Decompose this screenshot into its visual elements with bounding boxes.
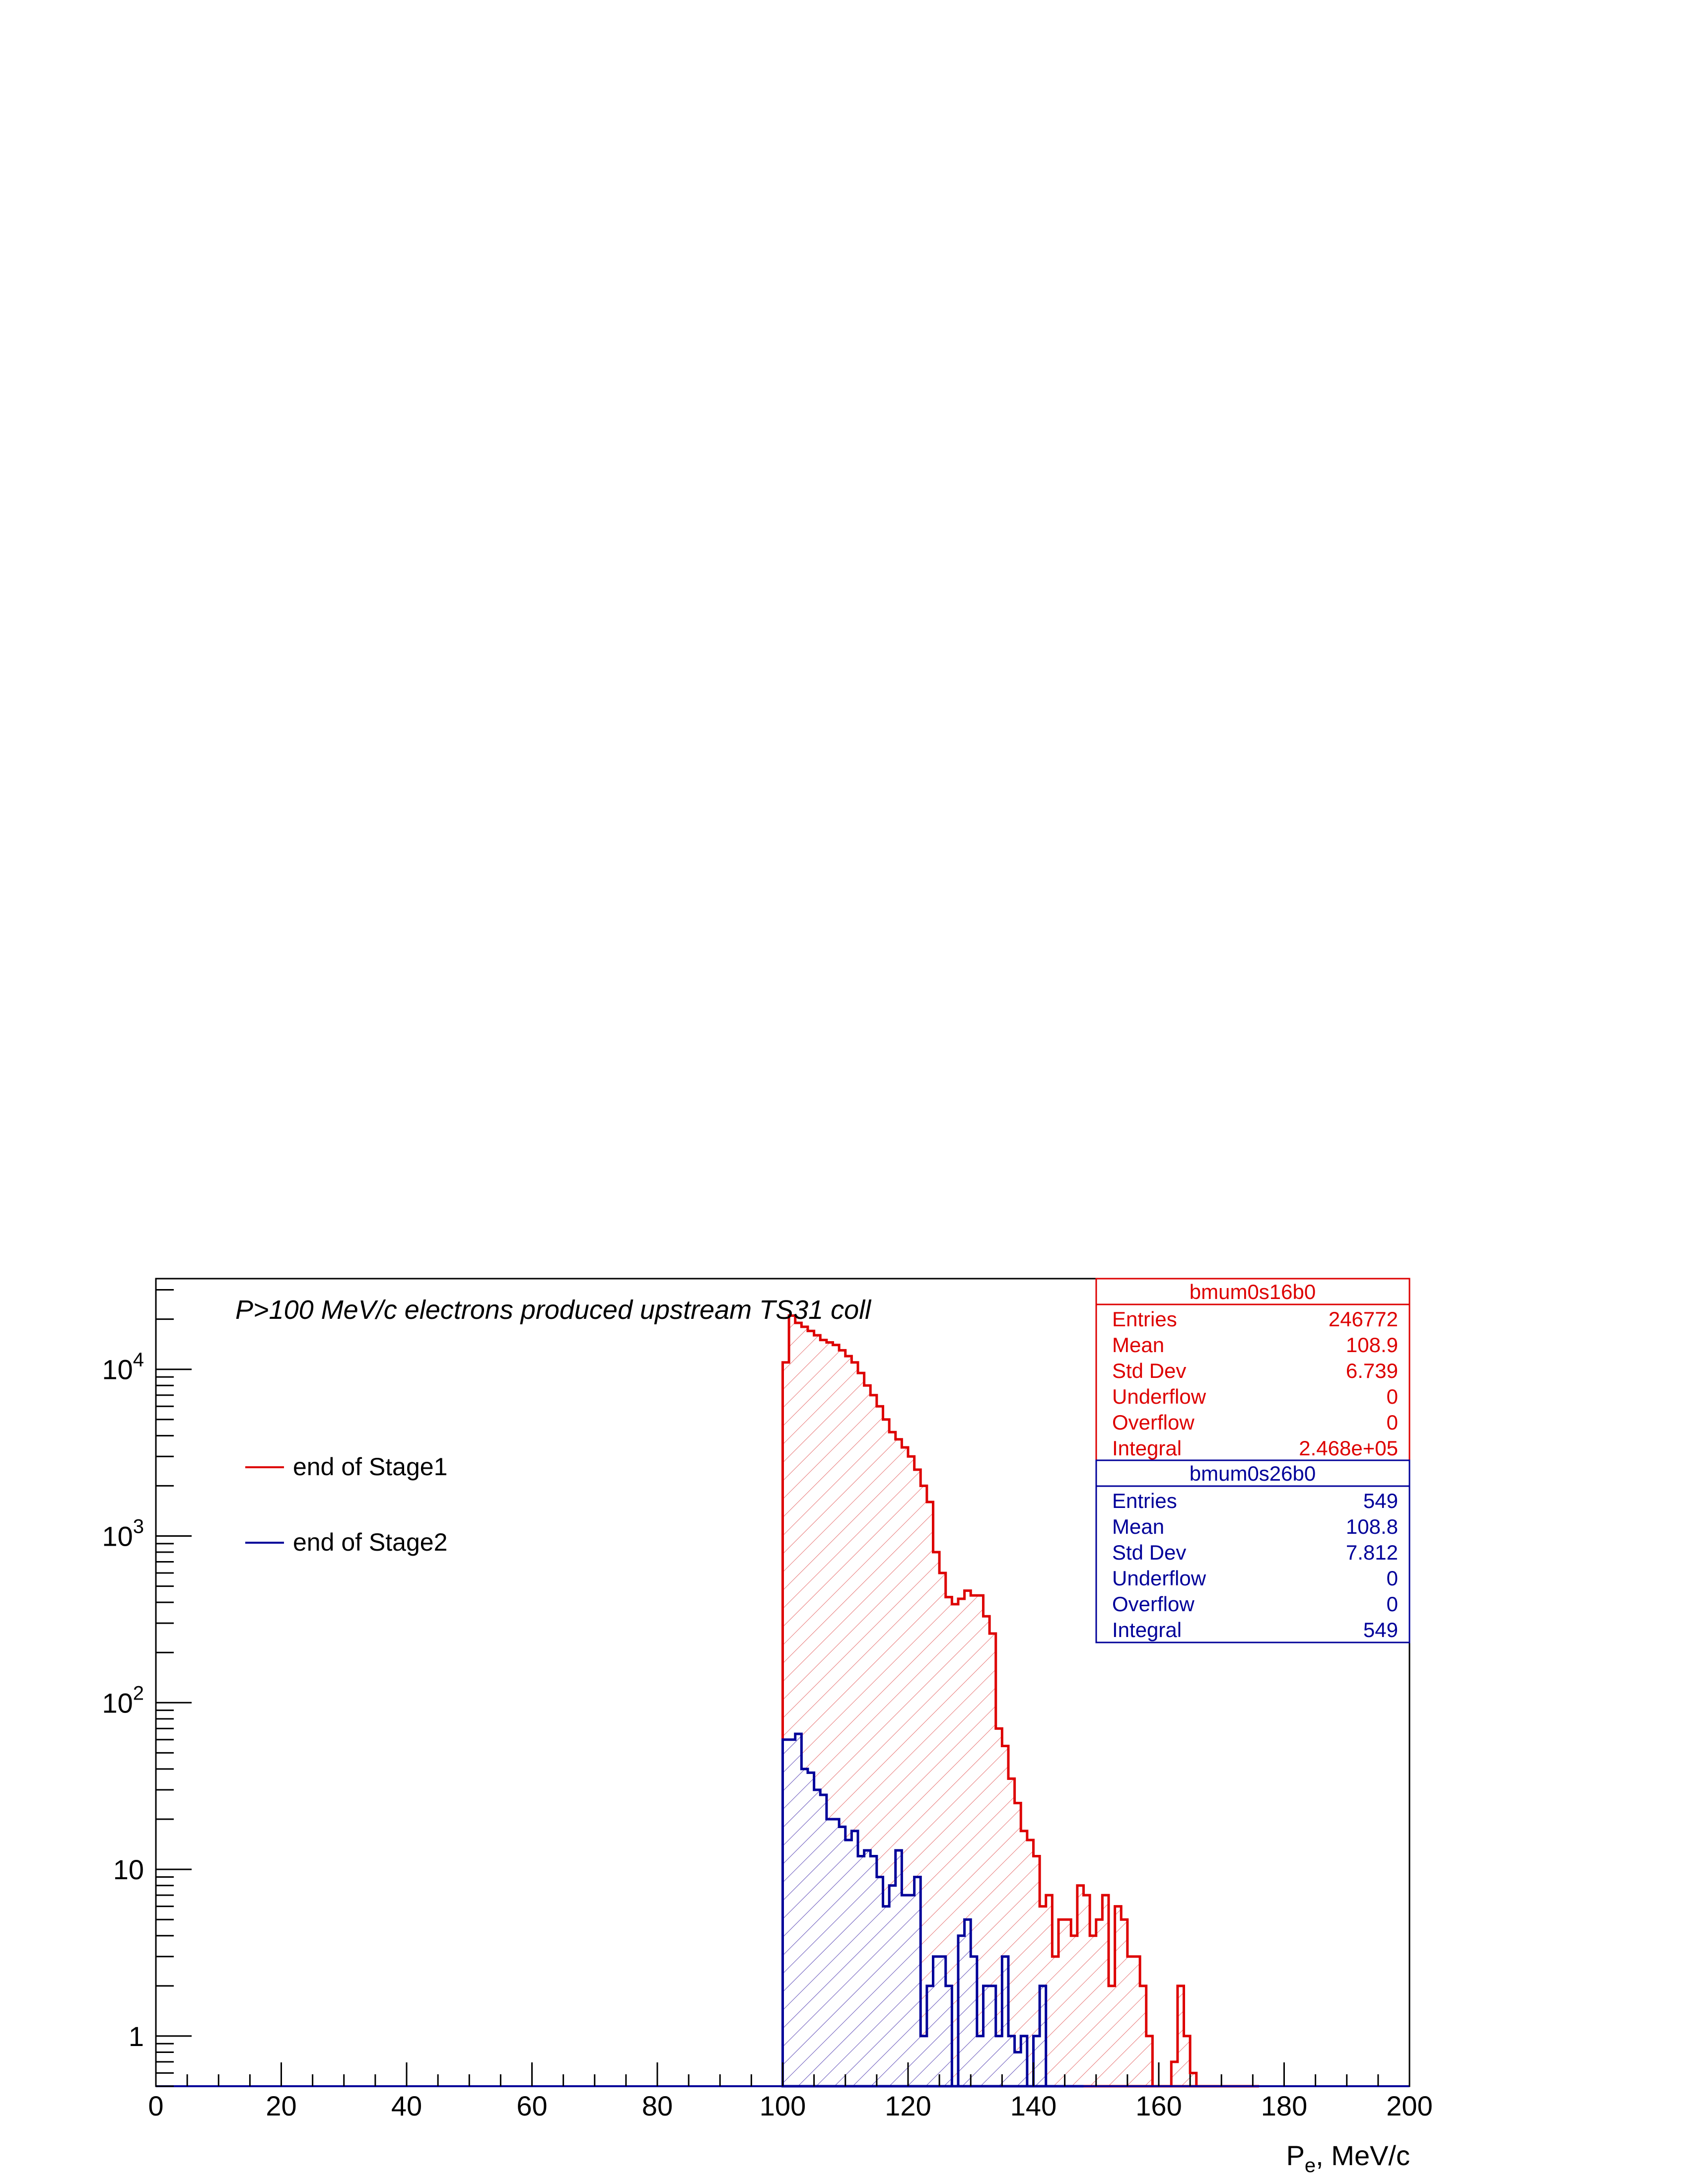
stats-row-label: Integral	[1112, 1436, 1182, 1460]
stats-box-stage1-title: bmum0s16b0	[1190, 1280, 1316, 1303]
stats-row-label: Mean	[1112, 1515, 1164, 1538]
stats-row-value: 0	[1387, 1567, 1398, 1590]
stats-row-label: Overflow	[1112, 1592, 1195, 1616]
x-axis-label: Pe, MeV/c	[1286, 2140, 1410, 2177]
x-tick-label: 100	[760, 2090, 806, 2121]
x-tick-label: 180	[1261, 2090, 1307, 2121]
x-tick-label: 0	[148, 2090, 163, 2121]
x-axis: 0 20 40 60 80 100 120 140 160 180 200	[148, 2062, 1433, 2121]
stats-row-value: 0	[1387, 1411, 1398, 1434]
stats-row-label: Std Dev	[1112, 1541, 1186, 1564]
chart-title: P>100 MeV/c electrons produced upstream …	[235, 1295, 872, 1325]
legend-entry-stage2: end of Stage2	[245, 1528, 447, 1556]
stats-row-label: Entries	[1112, 1489, 1177, 1512]
y-axis: 1 10 102 103 104	[102, 1289, 192, 2087]
stats-row-value: 246772	[1329, 1307, 1398, 1331]
y-tick-label: 10	[113, 1854, 144, 1885]
x-tick-label: 120	[885, 2090, 931, 2121]
stats-row-label: Overflow	[1112, 1411, 1195, 1434]
legend-label-stage1: end of Stage1	[293, 1453, 447, 1481]
legend: end of Stage1 end of Stage2	[245, 1453, 447, 1556]
stats-row-value: 549	[1363, 1618, 1398, 1641]
x-tick-label: 60	[516, 2090, 547, 2121]
stats-box-stage2-frame	[1095, 1459, 1410, 1643]
x-tick-label: 40	[391, 2090, 422, 2121]
stats-row-value: 0	[1387, 1592, 1398, 1616]
stats-row-value: 0	[1387, 1385, 1398, 1408]
stats-box-stage1-rows: Entries 246772 Mean 108.9 Std Dev 6.739 Underf…	[1112, 1307, 1398, 1460]
stats-row-label: Std Dev	[1112, 1359, 1186, 1382]
y-tick-label: 102	[102, 1682, 144, 1718]
stats-row-value: 7.812	[1346, 1541, 1398, 1564]
stats-box-stage1: bmum0s16b0 Entries 246772 Mean 108.9 Std Dev…	[1095, 1278, 1410, 1461]
x-tick-label: 200	[1386, 2090, 1432, 2121]
legend-label-stage2: end of Stage2	[293, 1528, 447, 1556]
stats-box-stage2-rows: Entries 549 Mean 108.8 Std Dev 7.812 Underflow…	[1112, 1489, 1398, 1641]
x-tick-label: 140	[1010, 2090, 1056, 2121]
y-tick-label: 103	[102, 1516, 144, 1552]
stats-row-value: 108.9	[1346, 1333, 1398, 1357]
stats-row-label: Underflow	[1112, 1385, 1206, 1408]
x-tick-label: 160	[1135, 2090, 1182, 2121]
stats-box-stage2-title: bmum0s26b0	[1190, 1462, 1316, 1485]
stats-row-label: Mean	[1112, 1333, 1164, 1357]
stats-row-value: 6.739	[1346, 1359, 1398, 1382]
legend-entry-stage1: end of Stage1	[245, 1453, 447, 1481]
series-2-histogram	[781, 1732, 1084, 2088]
stats-row-label: Integral	[1112, 1618, 1182, 1641]
stats-row-label: Underflow	[1112, 1567, 1206, 1590]
stats-row-value: 2.468e+05	[1299, 1436, 1398, 1460]
stats-row-value: 108.8	[1346, 1515, 1398, 1538]
stats-box-stage2: bmum0s26b0 Entries 549 Mean 108.8 Std Dev 7.8…	[1095, 1459, 1410, 1643]
stats-box-stage1-frame	[1095, 1278, 1410, 1461]
x-tick-label: 20	[266, 2090, 296, 2121]
x-tick-label: 80	[642, 2090, 673, 2121]
stats-row-label: Entries	[1112, 1307, 1177, 1331]
stats-row-value: 549	[1363, 1489, 1398, 1512]
y-tick-label: 1	[129, 2021, 144, 2052]
y-tick-label: 104	[102, 1349, 144, 1385]
